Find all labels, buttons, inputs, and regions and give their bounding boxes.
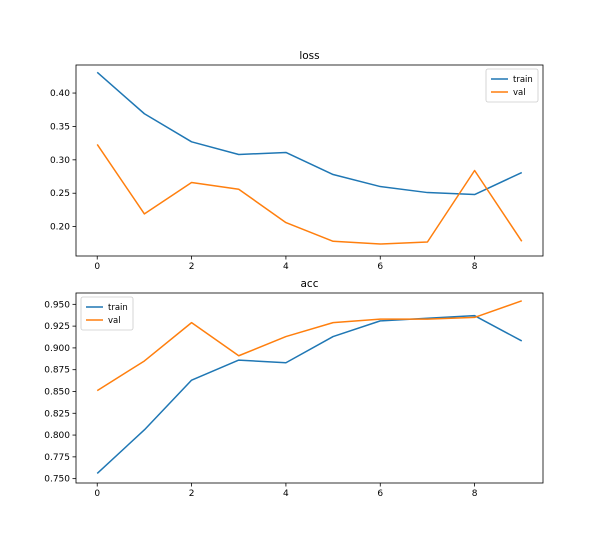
chart-title: acc	[301, 278, 319, 290]
x-tick-label: 4	[283, 262, 289, 272]
x-tick-label: 4	[283, 489, 289, 499]
legend-box	[485, 68, 539, 103]
legend-label-train: train	[108, 303, 128, 313]
y-tick-label: 0.950	[44, 300, 70, 310]
series-line-train	[96, 314, 523, 474]
y-tick-label: 0.20	[50, 223, 70, 233]
series-line-train	[96, 71, 523, 196]
acc-chart: acc 0 2 4 6 8 0.750 0.775 0.800 0.825 0.850 0.875 0.…	[44, 278, 544, 499]
x-tick-label: 2	[189, 489, 195, 499]
x-tick-label: 8	[472, 262, 478, 272]
x-tick-label: 2	[189, 262, 195, 272]
y-tick-label: 0.775	[44, 453, 70, 463]
legend-label-val: val	[108, 316, 121, 326]
x-tick-label: 6	[377, 489, 383, 499]
x-tick-label: 0	[94, 262, 100, 272]
y-tick-label: 0.800	[44, 431, 70, 441]
y-tick-label: 0.30	[50, 156, 70, 166]
y-tick-label: 0.875	[44, 366, 70, 376]
y-tick-label: 0.825	[44, 409, 70, 419]
legend: train val	[80, 296, 134, 331]
plot-frame	[75, 64, 544, 257]
loss-chart: loss 0 2 4 6 8 0.20 0.25 0.30 0.35 0.40 train val	[50, 50, 544, 272]
x-tick-label: 0	[94, 489, 100, 499]
y-tick-label: 0.850	[44, 387, 70, 397]
x-tick-label: 6	[377, 262, 383, 272]
x-tick-label: 8	[472, 489, 478, 499]
y-tick-label: 0.900	[44, 344, 70, 354]
legend-label-val: val	[513, 88, 526, 98]
y-tick-label: 0.25	[50, 189, 70, 199]
y-tick-label: 0.750	[44, 475, 70, 485]
y-tick-label: 0.925	[44, 322, 70, 332]
chart-title: loss	[299, 50, 319, 62]
series-line-val	[96, 144, 523, 245]
legend: train val	[485, 68, 539, 103]
legend-box	[80, 296, 134, 331]
plot-frame	[75, 292, 544, 484]
legend-label-train: train	[513, 75, 533, 85]
series-line-val	[96, 300, 523, 392]
y-tick-label: 0.40	[50, 89, 70, 99]
y-tick-label: 0.35	[50, 122, 70, 132]
